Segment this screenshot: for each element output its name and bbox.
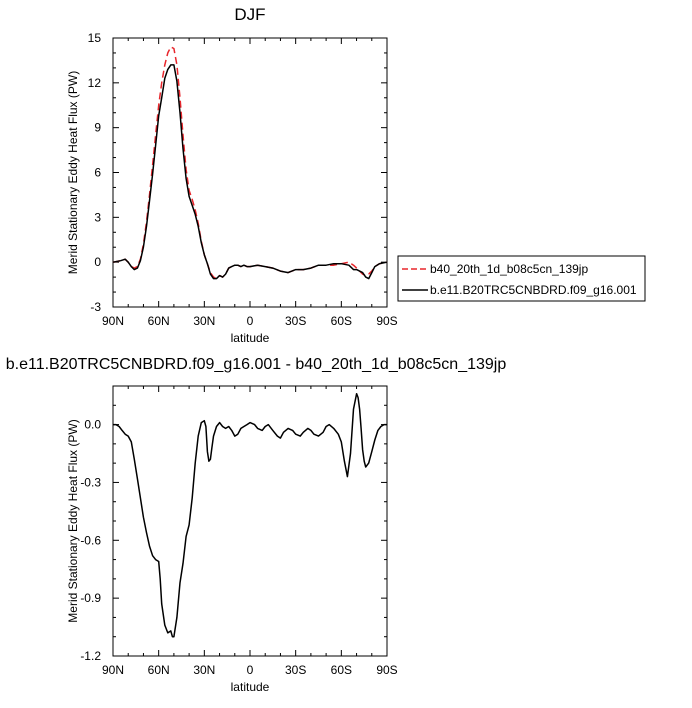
chart-title: DJF [234, 5, 265, 24]
y-tick-label: -0.9 [80, 591, 101, 605]
y-tick-label: -1.2 [80, 649, 101, 663]
plot-frame [112, 385, 388, 657]
y-axis-label: Merid Stationary Eddy Heat Flux (PW) [66, 419, 80, 622]
legend: b40_20th_1d_b08c5cn_139jp b.e11.B20TRC5CN… [397, 255, 646, 302]
x-tick-label: 60S [331, 314, 352, 328]
x-axis-label: latitude [231, 331, 270, 345]
x-tick-label: 30S [285, 663, 306, 677]
legend-entry-0: b40_20th_1d_b08c5cn_139jp [430, 262, 588, 276]
y-tick-label: -0.6 [80, 533, 101, 547]
legend-box [397, 255, 646, 302]
x-tick-label: 60N [148, 314, 170, 328]
x-tick-label: 0 [247, 663, 254, 677]
y-tick-label: 9 [94, 121, 101, 135]
x-tick-label: 90S [376, 314, 397, 328]
x-tick-label: 60S [331, 663, 352, 677]
top-panel-djf-heat-flux: DJF 90N 60N 30N 0 30S 60S 90S -3 0 3 6 9 12 15 latitude… [66, 5, 398, 345]
x-tick-label: 90N [102, 314, 124, 328]
legend-entry-1: b.e11.B20TRC5CNBDRD.f09_g16.001 [430, 283, 637, 297]
chart-title: b.e11.B20TRC5CNBDRD.f09_g16.001 - b40_20… [6, 356, 507, 373]
x-tick-label: 30S [285, 314, 306, 328]
x-tick-label: 0 [247, 314, 254, 328]
y-tick-label: -0.3 [80, 475, 101, 489]
x-tick-label: 30N [193, 314, 215, 328]
x-tick-label: 30N [193, 663, 215, 677]
y-tick-label: 0 [94, 255, 101, 269]
bottom-panel-difference: b.e11.B20TRC5CNBDRD.f09_g16.001 - b40_20… [6, 356, 507, 694]
y-tick-label: 3 [94, 210, 101, 224]
series-line-0 [113, 392, 387, 638]
x-tick-label: 90N [102, 663, 124, 677]
series-line-1 [112, 64, 388, 280]
y-tick-label: 12 [88, 76, 102, 90]
y-axis-label: Merid Stationary Eddy Heat Flux (PW) [66, 71, 80, 274]
y-tick-label: 6 [94, 166, 101, 180]
x-tick-label: 90S [376, 663, 397, 677]
y-tick-label: 15 [88, 31, 102, 45]
y-tick-label: -3 [90, 300, 101, 314]
x-tick-label: 60N [148, 663, 170, 677]
x-axis-label: latitude [231, 680, 270, 694]
y-tick-label: 0.0 [84, 418, 101, 432]
